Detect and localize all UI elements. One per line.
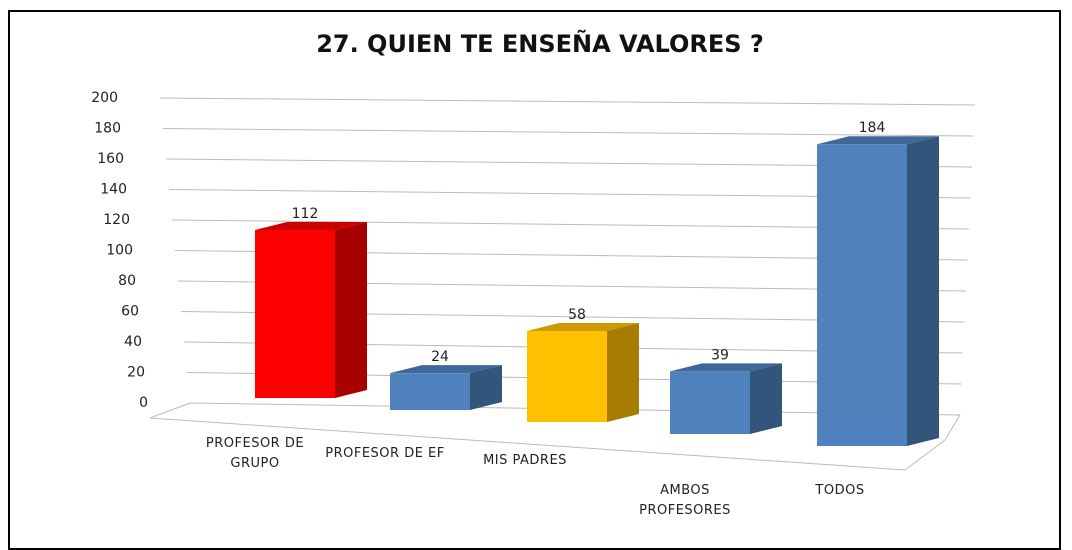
value-label: 112 xyxy=(292,206,319,222)
bar-top xyxy=(817,136,939,145)
bar-side xyxy=(607,322,639,422)
x-tick-label: PROFESOR DE EF xyxy=(325,446,445,461)
bar xyxy=(255,230,335,398)
chart-title: 27. QUIEN TE ENSEÑA VALORES ? xyxy=(316,29,764,58)
bar-top xyxy=(390,365,502,374)
x-tick-label: MIS PADRES xyxy=(483,453,567,468)
y-tick-label: 60 xyxy=(121,304,139,320)
bar xyxy=(817,144,907,447)
value-label: 24 xyxy=(431,349,449,365)
y-tick-label: 180 xyxy=(94,121,121,137)
y-tick-label: 100 xyxy=(106,243,133,259)
x-tick-label: AMBOS PROFESORES xyxy=(639,483,731,518)
y-tick-label: 80 xyxy=(118,273,136,289)
y-tick-label: 20 xyxy=(127,365,145,381)
bar xyxy=(527,330,607,422)
grid-line xyxy=(159,97,976,106)
value-label: 39 xyxy=(711,347,729,363)
bar xyxy=(670,371,750,434)
grid-line xyxy=(162,128,974,137)
x-tick-label: PROFESOR DE GRUPO xyxy=(205,436,305,471)
bar-top xyxy=(670,363,782,372)
bar-side xyxy=(335,222,367,398)
y-tick-label: 200 xyxy=(91,90,118,106)
y-tick-label: 0 xyxy=(139,395,148,411)
bar-side xyxy=(907,136,939,447)
y-tick-label: 140 xyxy=(100,182,127,198)
value-label: 58 xyxy=(568,307,586,323)
bar-top xyxy=(255,222,367,230)
bar-top xyxy=(527,322,639,331)
bar-side xyxy=(750,363,782,434)
floor xyxy=(149,402,961,471)
y-tick-label: 40 xyxy=(124,334,142,350)
y-tick-label: 120 xyxy=(103,212,130,228)
y-tick-label: 160 xyxy=(97,151,124,167)
bar xyxy=(390,373,470,410)
value-label: 184 xyxy=(859,120,886,136)
x-tick-label: TODOS xyxy=(815,483,865,498)
bar-side xyxy=(470,365,502,410)
